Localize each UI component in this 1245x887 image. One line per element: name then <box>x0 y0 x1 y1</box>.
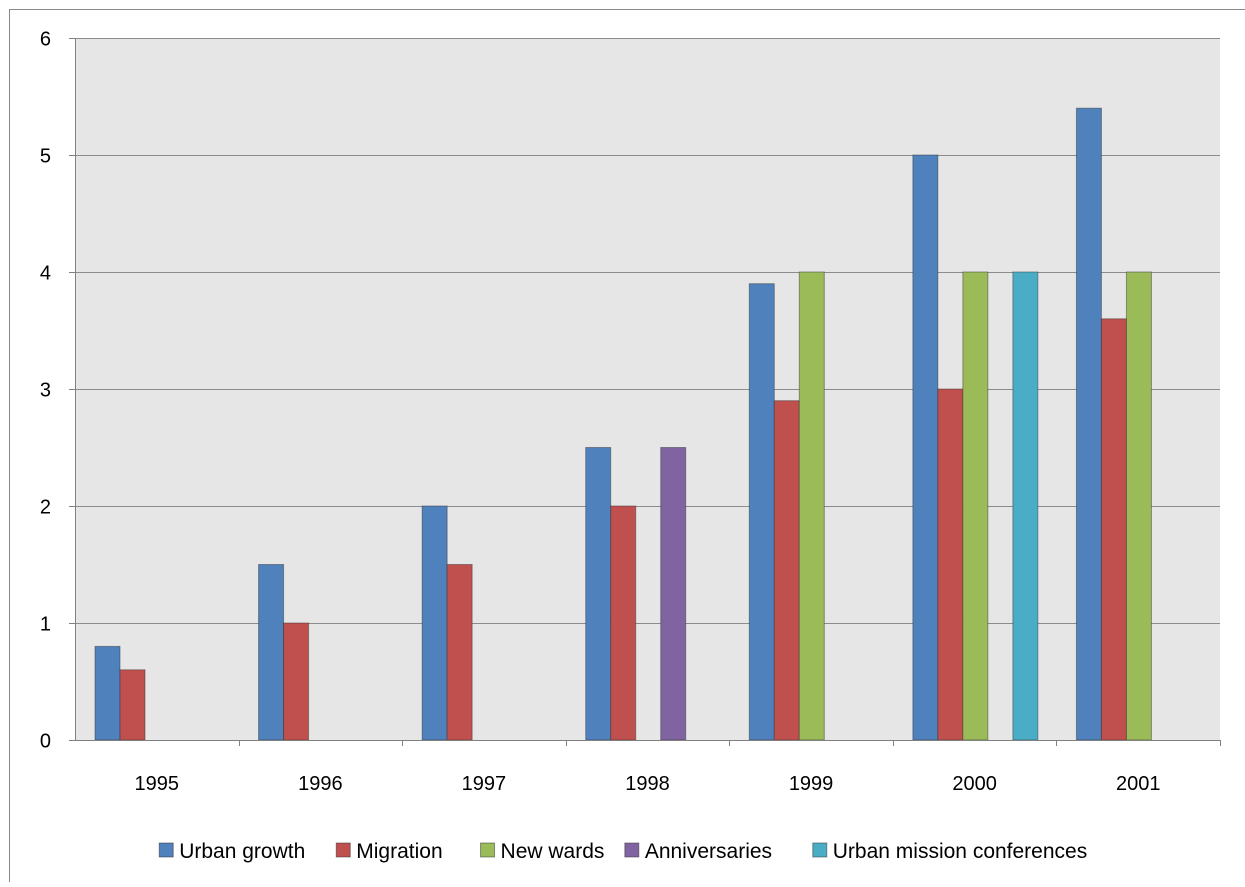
y-tick-label: 6 <box>40 29 51 51</box>
y-tick-label: 0 <box>40 731 51 753</box>
bar-new-wards-2000 <box>963 272 988 740</box>
bar-migration-2001 <box>1101 319 1126 740</box>
bar-urban-growth-1998 <box>586 448 611 741</box>
y-tick-label: 3 <box>40 380 51 402</box>
y-tick-label: 2 <box>40 497 51 519</box>
bar-migration-1995 <box>120 670 145 740</box>
x-tick-label: 1998 <box>625 773 670 795</box>
bar-new-wards-1999 <box>799 272 824 740</box>
x-tick-label: 1996 <box>298 773 343 795</box>
y-tick-label: 5 <box>40 146 51 168</box>
bar-migration-1998 <box>611 506 636 740</box>
legend-label: Migration <box>356 840 442 863</box>
y-tick-label: 1 <box>40 614 51 636</box>
legend-label: Anniversaries <box>645 840 772 863</box>
bar-migration-2000 <box>938 389 963 740</box>
legend-swatch <box>336 843 350 857</box>
legend-swatch <box>625 843 639 857</box>
legend-label: Urban growth <box>179 840 305 863</box>
y-tick-label: 4 <box>40 263 51 285</box>
bar-migration-1996 <box>284 623 309 740</box>
bar-urban-growth-1995 <box>95 646 120 740</box>
x-tick-label: 1999 <box>789 773 834 795</box>
x-tick-label: 2001 <box>1116 773 1161 795</box>
bar-urban-growth-1996 <box>259 565 284 741</box>
bar-anniversaries-1998 <box>661 448 686 741</box>
bar-new-wards-2001 <box>1126 272 1151 740</box>
x-tick-label: 1995 <box>135 773 180 795</box>
legend-swatch <box>159 843 173 857</box>
bar-urban-mission-conferences-2000 <box>1013 272 1038 740</box>
bar-urban-growth-2001 <box>1076 108 1101 740</box>
bar-urban-growth-1999 <box>749 284 774 740</box>
legend-swatch <box>813 843 827 857</box>
bar-migration-1997 <box>447 565 472 741</box>
bar-urban-growth-2000 <box>913 155 938 740</box>
legend-swatch <box>481 843 495 857</box>
bar-urban-growth-1997 <box>422 506 447 740</box>
legend-label: Urban mission conferences <box>833 840 1087 863</box>
x-tick-label: 1997 <box>462 773 507 795</box>
legend-label: New wards <box>501 840 605 863</box>
bar-migration-1999 <box>774 401 799 740</box>
x-tick-label: 2000 <box>952 773 997 795</box>
